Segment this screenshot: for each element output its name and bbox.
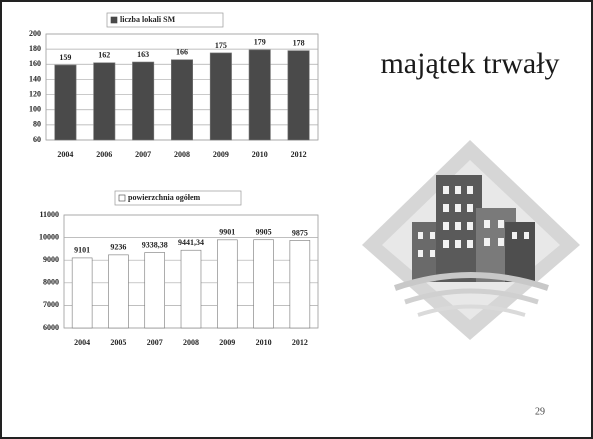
data-label: 9236: [110, 243, 126, 252]
legend-swatch: [114, 190, 242, 206]
data-label: 9905: [256, 228, 272, 237]
x-tick-label: 2004: [57, 150, 73, 159]
bar: [108, 254, 129, 329]
x-tick-label: 2012: [291, 150, 307, 159]
data-label: 178: [293, 38, 305, 47]
bar: [144, 252, 165, 329]
legend-label: liczba lokali SM: [120, 15, 176, 24]
bar: [209, 52, 232, 141]
y-tick-label: 80: [33, 120, 41, 129]
x-tick-label: 2009: [219, 338, 235, 347]
data-label: 9875: [292, 228, 308, 237]
x-tick-label: 2007: [135, 150, 151, 159]
x-tick-label: 2006: [96, 150, 112, 159]
x-tick-label: 2005: [110, 338, 126, 347]
data-label: 179: [254, 38, 266, 47]
bar: [54, 64, 77, 141]
bar: [287, 50, 310, 141]
legend-color: [110, 16, 118, 24]
slide-title: majątek trwały: [380, 47, 559, 80]
x-tick-label: 2009: [213, 150, 229, 159]
y-tick-label: 11000: [39, 210, 59, 219]
y-tick-label: 160: [29, 59, 41, 68]
y-tick-label: 60: [33, 135, 41, 144]
x-tick-label: 2008: [174, 150, 190, 159]
bar: [71, 257, 93, 329]
data-label: 175: [215, 41, 227, 50]
y-tick-label: 120: [29, 89, 41, 98]
y-tick-label: 200: [29, 29, 41, 38]
bar: [253, 239, 274, 329]
data-label: 159: [59, 53, 71, 62]
data-label: 9101: [74, 246, 90, 255]
y-tick-label: 100: [29, 105, 41, 114]
y-tick-label: 6000: [43, 323, 59, 332]
x-tick-label: 2012: [292, 338, 308, 347]
building-illustration: [362, 140, 580, 340]
y-tick-label: 7000: [43, 300, 59, 309]
data-label: 9441,34: [178, 238, 204, 247]
page-number: 29: [535, 406, 545, 417]
x-tick-label: 2004: [74, 338, 90, 347]
data-label: 9901: [219, 228, 235, 237]
bar: [248, 49, 271, 141]
legend-swatch: [106, 12, 224, 28]
bar: [217, 239, 238, 329]
x-tick-label: 2010: [252, 150, 268, 159]
y-tick-label: 140: [29, 74, 41, 83]
y-tick-label: 10000: [39, 232, 59, 241]
data-label: 162: [98, 51, 110, 60]
y-tick-label: 9000: [43, 255, 59, 264]
bar: [289, 240, 311, 329]
bar: [132, 61, 155, 141]
y-tick-label: 180: [29, 44, 41, 53]
x-tick-label: 2008: [183, 338, 199, 347]
bar: [180, 249, 202, 329]
data-label: 163: [137, 50, 149, 59]
legend-label: powierzchnia ogółem: [128, 193, 201, 202]
bar: [93, 62, 116, 141]
legend-color: [118, 194, 126, 202]
data-label: 9338,38: [142, 240, 168, 249]
x-tick-label: 2010: [256, 338, 272, 347]
data-label: 166: [176, 48, 188, 57]
y-tick-label: 8000: [43, 278, 59, 287]
bar: [171, 59, 193, 141]
x-tick-label: 2007: [147, 338, 163, 347]
